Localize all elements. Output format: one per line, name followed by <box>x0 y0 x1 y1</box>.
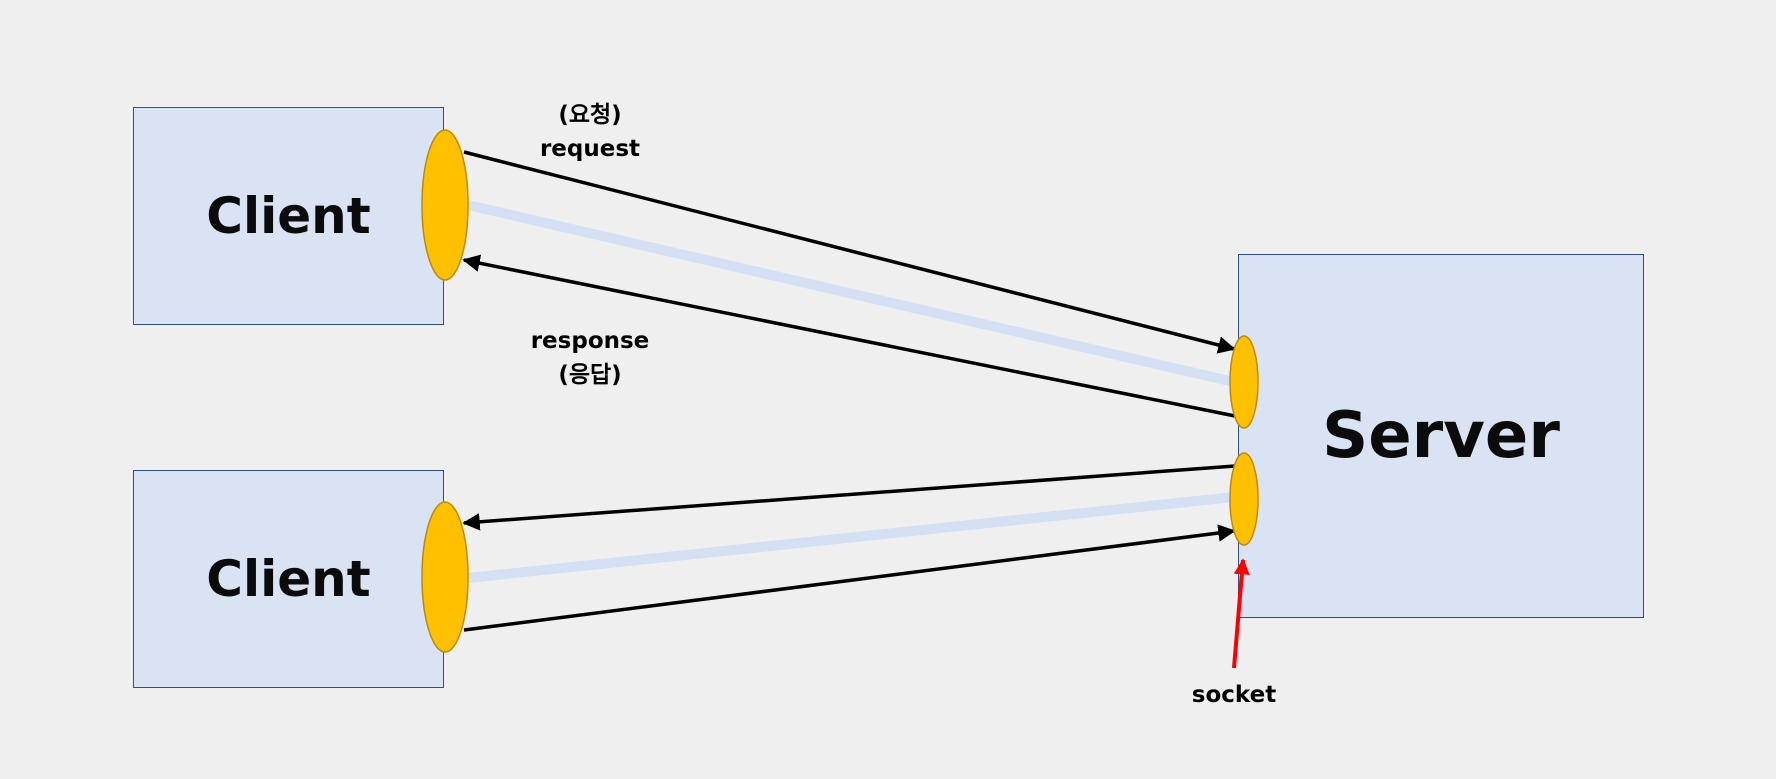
client-box-bottom: Client <box>133 470 444 688</box>
response-arrow-top <box>462 254 1236 418</box>
client-label: Client <box>206 550 371 608</box>
request-label-ko: (요청) <box>558 102 622 128</box>
connection-band-top <box>466 200 1236 387</box>
client-socket-bottom <box>421 501 469 653</box>
response-arrow-bottom <box>462 464 1236 531</box>
request-annotation: (요청) request <box>520 98 660 166</box>
response-label-ko: (응답) <box>558 362 622 388</box>
request-label-en: request <box>539 136 641 162</box>
connection-band-bottom <box>467 492 1235 583</box>
socket-label: socket <box>1191 682 1277 708</box>
server-box: Server <box>1238 254 1644 618</box>
request-arrow-bottom <box>463 524 1236 632</box>
server-socket-top <box>1229 335 1259 429</box>
client-label: Client <box>206 187 371 245</box>
client-socket-top <box>421 129 469 281</box>
socket-annotation: socket <box>1174 678 1294 712</box>
server-socket-bottom <box>1229 452 1259 546</box>
client-box-top: Client <box>133 107 444 325</box>
response-label-en: response <box>530 328 650 354</box>
response-annotation: response (응답) <box>510 324 670 392</box>
request-arrow-top <box>463 150 1236 354</box>
socket-pointer-arrow <box>1232 558 1250 669</box>
server-label: Server <box>1322 399 1560 473</box>
